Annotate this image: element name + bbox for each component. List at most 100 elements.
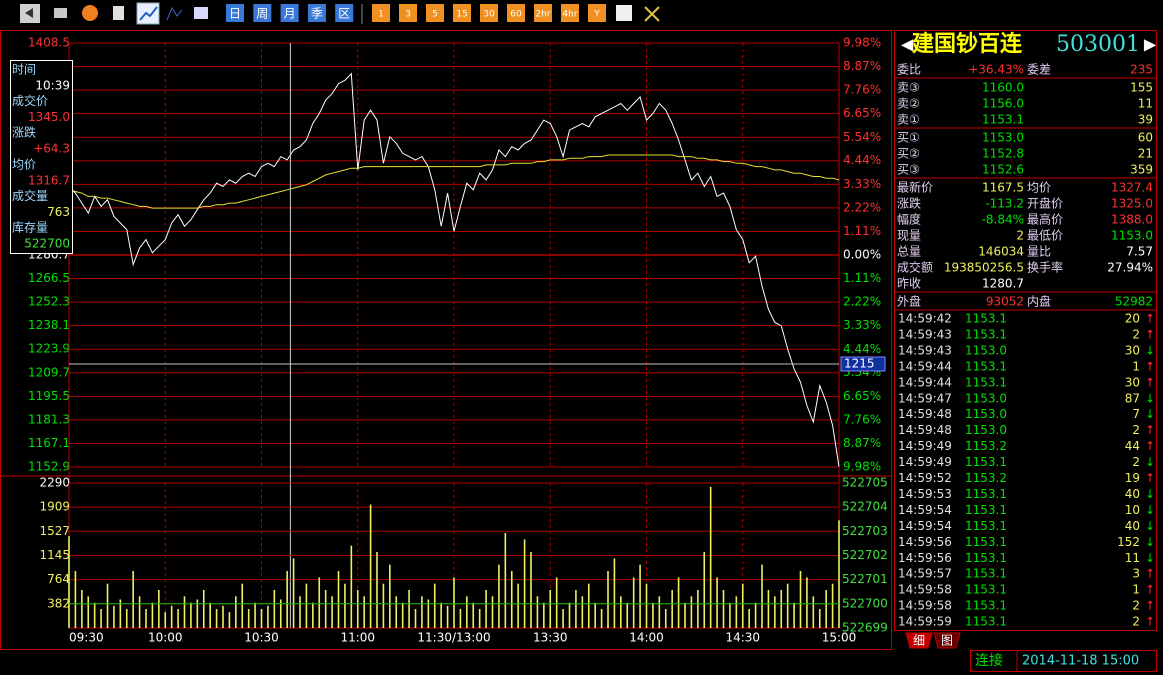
volume-bar	[318, 577, 321, 628]
volume-bar	[389, 564, 391, 628]
quote-value: 235	[1130, 63, 1153, 77]
interval-button[interactable]	[561, 4, 579, 22]
interval-button-label[interactable]: 2hr	[535, 10, 550, 20]
info-label: 成交价	[12, 93, 48, 108]
quote-label: 卖②	[897, 97, 920, 111]
interval-button-label[interactable]: 15	[456, 10, 467, 20]
next-arrow[interactable]: ▶	[1144, 35, 1157, 54]
quote-label: 最低价	[1027, 229, 1063, 243]
period-button-label[interactable]: 周	[256, 7, 268, 21]
trade-time: 14:59:58	[898, 583, 952, 597]
pencil-icon[interactable]	[616, 5, 632, 21]
volume-bar	[202, 590, 205, 628]
trade-price: 1153.1	[965, 375, 1007, 389]
y2-tick-label: 522702	[842, 548, 888, 562]
volume-bar	[806, 577, 808, 628]
indicator-icon[interactable]	[166, 6, 183, 21]
volume-bar	[125, 609, 128, 628]
trade-price: 1153.1	[965, 359, 1007, 373]
trade-price: 1153.1	[965, 535, 1007, 549]
period-button[interactable]	[280, 4, 299, 22]
interval-button[interactable]	[426, 4, 444, 22]
y2-tick-label: 3.33%	[843, 318, 881, 332]
period-button-label[interactable]: 季	[311, 7, 323, 21]
trade-arrow: ↓	[1145, 407, 1155, 421]
crosshair-label: 1215	[844, 356, 875, 370]
y2-tick-label: 0.00%	[843, 248, 881, 262]
volume-bar	[267, 605, 269, 628]
volume-bar	[324, 590, 327, 628]
trade-volume: 7	[1132, 407, 1140, 421]
tab-label[interactable]: 细	[913, 634, 925, 648]
quote-value: 1160.0	[982, 81, 1024, 95]
tab-label[interactable]: 图	[941, 634, 953, 648]
volume-bar	[786, 583, 789, 628]
x-tick-label: 13:30	[533, 631, 568, 645]
quote-volume: 21	[1138, 147, 1153, 161]
interval-button-label[interactable]: 5	[432, 10, 438, 20]
volume-bar	[331, 596, 333, 628]
y2-tick-label: 3.33%	[843, 177, 881, 191]
tool-icon[interactable]	[644, 6, 660, 22]
period-button[interactable]	[335, 4, 354, 22]
volume-bar	[254, 602, 256, 628]
volume-bar	[100, 609, 102, 628]
volume-bar	[767, 590, 770, 628]
period-button-label[interactable]: 月	[284, 7, 296, 21]
quote-value: 1153.0	[1111, 229, 1153, 243]
volume-bar	[299, 596, 301, 628]
volume-bar	[818, 609, 821, 628]
trade-arrow: ↑	[1145, 599, 1155, 613]
interval-button-label[interactable]: 1	[378, 10, 384, 20]
quote-label: 均价	[1027, 181, 1051, 195]
interval-button[interactable]	[453, 4, 471, 22]
trade-price: 1153.0	[965, 391, 1007, 405]
period-button[interactable]	[253, 4, 272, 22]
refresh-icon[interactable]	[82, 5, 98, 21]
interval-button-label[interactable]: 4hr	[562, 10, 577, 20]
volume-bar	[504, 533, 507, 628]
quote-label: 卖③	[897, 81, 920, 95]
volume-bar	[215, 609, 218, 628]
period-button[interactable]	[226, 4, 244, 22]
volume-bar	[408, 590, 410, 628]
y-tick-label: 1145	[39, 548, 70, 562]
tab[interactable]	[933, 632, 961, 649]
interval-button-label[interactable]: 3	[405, 10, 411, 20]
volume-bar	[74, 571, 77, 628]
period-button-label[interactable]: 区	[338, 7, 350, 21]
trade-volume: 2	[1132, 615, 1140, 629]
trade-arrow: ↓	[1145, 343, 1155, 357]
trade-arrow: ↑	[1145, 439, 1155, 453]
volume-bar	[716, 577, 718, 628]
period-button-label[interactable]: 日	[229, 7, 241, 21]
table-icon[interactable]	[194, 7, 208, 19]
interval-button-label[interactable]: 30	[483, 10, 495, 20]
y-tick-label: 764	[47, 572, 70, 586]
period-button[interactable]	[307, 4, 326, 22]
interval-button-label[interactable]: Y	[593, 10, 600, 20]
volume-bar	[305, 583, 308, 628]
print-icon[interactable]	[54, 8, 67, 18]
interval-button-label[interactable]: 60	[510, 10, 522, 20]
y2-tick-label: 522705	[842, 476, 888, 490]
trade-price: 1153.1	[965, 455, 1007, 469]
interval-button[interactable]	[399, 4, 417, 22]
prev-arrow[interactable]: ◀	[901, 35, 914, 54]
interval-button[interactable]	[507, 4, 525, 22]
volume-bar	[401, 602, 404, 628]
interval-button[interactable]	[480, 4, 498, 22]
clipboard-icon[interactable]	[113, 6, 124, 20]
interval-button[interactable]	[534, 4, 552, 22]
interval-button[interactable]	[588, 4, 606, 22]
quote-value: 146034	[978, 245, 1024, 259]
y2-tick-label: 5.54%	[843, 130, 881, 144]
trade-price: 1153.1	[965, 599, 1007, 613]
trade-price: 1153.1	[965, 487, 1007, 501]
trade-volume: 40	[1125, 519, 1140, 533]
volume-bar	[344, 583, 346, 628]
interval-button[interactable]	[372, 4, 390, 22]
x-tick-label: 14:00	[629, 631, 664, 645]
tab[interactable]	[905, 632, 933, 649]
volume-bar	[825, 590, 827, 628]
